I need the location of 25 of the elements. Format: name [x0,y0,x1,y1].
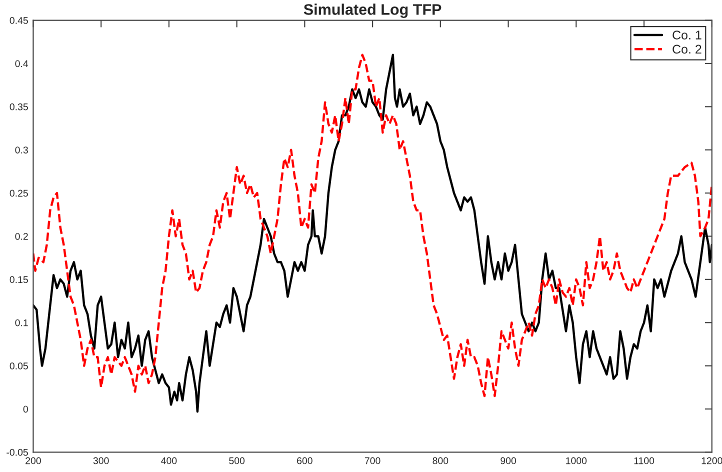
y-tick-label: 0.2 [15,232,28,240]
y-tick-label: -0.05 [6,448,28,456]
legend-label: Co. 2 [672,44,702,54]
y-tick-label: 0.45 [10,17,28,24]
x-tick-label: 300 [93,457,109,464]
x-tick-label: 1200 [702,457,722,464]
y-tick-label: 0.4 [15,60,28,68]
y-tick-label: 0.3 [15,146,28,154]
legend-label: Co. 1 [672,30,702,40]
x-tick-label: 600 [297,457,312,464]
chart-title: Simulated Log TFP [304,4,442,18]
x-tick-label: 200 [26,457,41,464]
y-tick-label: 0.1 [15,319,28,326]
x-tick-label: 700 [364,457,380,464]
y-tick-label: 0 [23,406,28,413]
y-tick-label: 0.35 [10,103,28,110]
x-tick-label: 900 [500,457,516,464]
y-tick-label: 0.15 [10,276,28,284]
x-tick-label: 1100 [634,457,654,464]
x-tick-label: 1000 [566,457,587,464]
y-tick-label: 0.05 [10,362,28,370]
x-tick-label: 400 [161,457,177,464]
x-tick-label: 800 [432,457,448,464]
y-tick-label: 0.25 [10,190,28,197]
x-tick-label: 500 [229,457,245,464]
